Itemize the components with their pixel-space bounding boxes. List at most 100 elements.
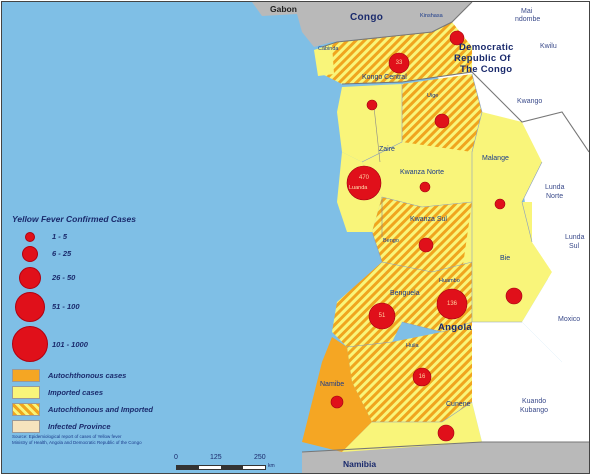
legend-range-4: 51 - 100 <box>52 302 80 311</box>
legend-label-autochthonous: Autochthonous cases <box>48 371 127 380</box>
case-circles <box>330 30 523 442</box>
legend-swatch-infected-province <box>12 420 40 433</box>
province-label-bie: Bie <box>500 255 511 262</box>
congo-land <box>297 2 472 47</box>
legend-circle-3 <box>19 267 41 289</box>
province-label-lunda-sul-1: Lunda <box>565 234 585 241</box>
legend-swatch-imported <box>12 386 40 399</box>
province-label-kuando-2: Kubango <box>520 407 549 414</box>
kwanza-norte-region <box>362 142 472 207</box>
province-label-mai-ndombe-1: Mai <box>521 8 533 15</box>
kuando-kubango-region <box>472 322 562 442</box>
case-circle-luanda <box>346 165 382 201</box>
legend-label-imported: Imported cases <box>48 388 104 397</box>
country-borders <box>301 2 589 453</box>
case-circle-uige <box>434 113 450 129</box>
source-note: Source: Epidemiological report of cases … <box>12 434 142 446</box>
gabon-land <box>252 2 302 16</box>
province-label-kwanza-sul: Kwanza Sul <box>410 216 447 223</box>
legend-circle-4 <box>15 292 45 322</box>
case-circle-namibe <box>330 395 344 409</box>
legend-circle-1 <box>25 232 35 242</box>
case-circle-kongo-central <box>388 52 410 74</box>
province-label-malange: Malange <box>482 155 509 162</box>
case-circle-cunene <box>437 424 455 442</box>
province-label-mai-ndombe-2: ndombe <box>515 16 541 23</box>
province-borders <box>346 73 543 423</box>
province-label-huambo: Huambo <box>439 278 460 284</box>
scale-unit: km <box>268 463 275 469</box>
province-label-cunene: Cunene <box>446 401 471 408</box>
legend-label-mixed: Autochthonous and Imported <box>48 405 153 414</box>
country-label-gabon: Gabon <box>270 4 297 14</box>
province-label-lunda-norte-1: Lunda <box>545 184 565 191</box>
province-label-kuando-1: Kuando <box>522 398 547 405</box>
country-label-drc-1: Democratic <box>459 42 514 53</box>
province-label-cabinda: Cabinda <box>318 46 339 52</box>
province-label-zaire: Zaire <box>379 146 395 153</box>
circle-value-kongo-central: 33 <box>395 60 403 66</box>
legend-circle-5 <box>12 326 48 362</box>
huila-region <box>347 322 472 422</box>
province-label-lunda-sul-2: Sul <box>569 243 580 250</box>
moxico-region <box>522 242 589 362</box>
province-label-benguela: Benguela <box>390 290 420 297</box>
province-label-kwanza-norte: Kwanza Norte <box>400 169 444 176</box>
scale-label-250: 250 <box>254 454 266 461</box>
province-label-lunda-norte-2: Norte <box>546 193 564 200</box>
country-label-angola: Angola <box>438 322 472 333</box>
province-label-namibe: Namibe <box>320 381 345 388</box>
circle-value-benguela: 51 <box>378 313 386 319</box>
cabinda-region <box>314 44 334 76</box>
province-label-uige: Uige <box>427 93 439 99</box>
case-circle-kwanza-norte <box>419 181 431 193</box>
province-label-kwango: Kwango <box>517 98 543 105</box>
namibe-region <box>302 337 372 452</box>
source-line-1: Source: Epidemiological report of cases … <box>12 434 122 439</box>
country-label-drc-3: The Congo <box>460 64 513 75</box>
case-circle-huambo <box>436 288 468 320</box>
legend-range-1: 1 - 5 <box>52 232 68 241</box>
case-circle-malange <box>494 198 506 210</box>
country-label-namibia: Namibia <box>343 459 377 469</box>
country-label-drc-2: Republic Of <box>454 53 511 64</box>
source-line-2: Ministry of Health, Angola and Democrati… <box>12 440 142 445</box>
legend-range-2: 6 - 25 <box>52 249 72 258</box>
circle-value-huambo: 136 <box>446 301 458 307</box>
legend-range-5: 101 - 1000 <box>52 340 88 349</box>
province-label-moxico: Moxico <box>558 316 581 323</box>
case-circle-kwanza-sul <box>418 237 434 253</box>
kwanza-sul-region <box>372 197 472 272</box>
province-label-kwilu: Kwilu <box>540 43 557 50</box>
legend-range-3: 26 - 50 <box>52 273 76 282</box>
scale-bar-graphic <box>176 465 266 470</box>
legend-title: Yellow Fever Confirmed Cases <box>12 214 136 224</box>
case-circle-bie <box>505 287 523 305</box>
legend-label-infected-province: Infected Province <box>48 422 111 431</box>
zaire-region <box>337 84 402 162</box>
namibia-land <box>302 442 589 473</box>
province-label-kongo-central: Kongo Central <box>362 74 407 81</box>
province-label-luanda: Luanda <box>349 185 368 191</box>
circle-value-huila: 16 <box>418 374 426 380</box>
scale-label-125: 125 <box>210 454 222 461</box>
legend-swatch-mixed <box>12 403 40 416</box>
case-circle-benguela <box>368 302 396 330</box>
circle-value-luanda: 470 <box>358 175 370 181</box>
malange-region <box>472 112 542 202</box>
case-circle-huila <box>412 367 432 387</box>
country-label-congo: Congo <box>350 12 384 23</box>
legend-circle-2 <box>22 246 38 262</box>
lunda-norte-region <box>522 112 589 202</box>
uige-region <box>402 74 482 152</box>
province-label-bengo: Bengo <box>383 238 399 244</box>
scale-label-0: 0 <box>174 454 178 461</box>
case-circle-kinshasa <box>449 30 465 46</box>
case-circle-zaire <box>366 99 378 111</box>
legend-swatch-autochthonous <box>12 369 40 382</box>
cabinda-leader <box>373 106 381 163</box>
province-label-huila: Huila <box>406 343 419 349</box>
province-label-kinshasa: Kinshasa <box>420 13 443 19</box>
